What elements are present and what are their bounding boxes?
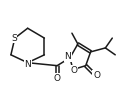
Text: O: O: [54, 74, 61, 83]
Text: N: N: [65, 52, 71, 61]
Text: O: O: [93, 71, 100, 80]
Text: N: N: [24, 60, 31, 69]
Text: O: O: [70, 66, 77, 75]
Text: S: S: [11, 34, 17, 43]
